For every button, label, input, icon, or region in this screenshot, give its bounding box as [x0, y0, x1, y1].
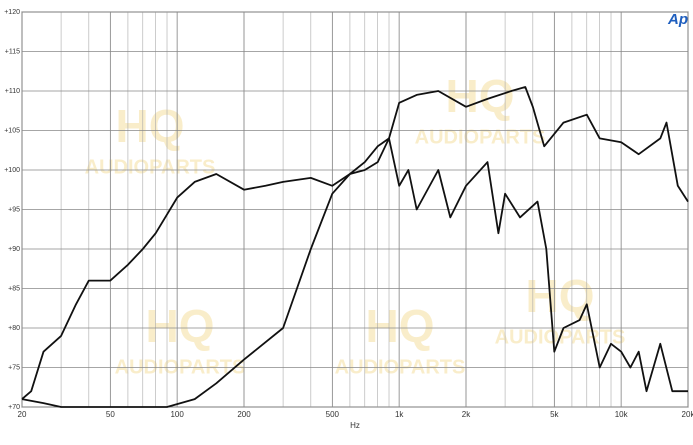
y-tick-label: +85 — [8, 285, 20, 292]
x-tick-label: 2k — [462, 410, 471, 419]
watermark: HQ — [116, 100, 185, 152]
watermark: HQ — [146, 300, 215, 352]
x-tick-label: 20 — [18, 410, 27, 419]
x-tick-label: 1k — [395, 410, 404, 419]
y-tick-label: +95 — [8, 206, 20, 213]
y-tick-label: +110 — [5, 88, 20, 95]
y-tick-label: +115 — [5, 48, 20, 55]
y-tick-label: +105 — [4, 127, 20, 134]
x-tick-label: 500 — [326, 410, 340, 419]
x-tick-label: 5k — [550, 410, 559, 419]
x-axis-label: Hz — [350, 421, 360, 430]
watermark: HQ — [366, 300, 435, 352]
series-line — [21, 86, 689, 400]
x-tick-label: 50 — [106, 410, 115, 419]
watermark: AUDIOPARTS — [415, 126, 546, 148]
logo: Ap — [667, 11, 688, 28]
x-tick-label: 200 — [237, 410, 251, 419]
y-tick-label: +75 — [8, 364, 20, 371]
watermark: HQ — [446, 70, 515, 122]
x-tick-label: 20k — [682, 410, 693, 419]
x-tick-label: 10k — [615, 410, 629, 419]
watermark: HQ — [526, 270, 595, 322]
y-tick-label: +100 — [4, 167, 20, 174]
y-tick-label: +70 — [8, 404, 20, 411]
series-line — [21, 137, 688, 408]
y-tick-label: +120 — [4, 9, 20, 16]
y-tick-label: +90 — [8, 246, 20, 253]
x-tick-label: 100 — [170, 410, 184, 419]
y-tick-label: +80 — [8, 325, 20, 332]
watermark: AUDIOPARTS — [85, 156, 216, 178]
